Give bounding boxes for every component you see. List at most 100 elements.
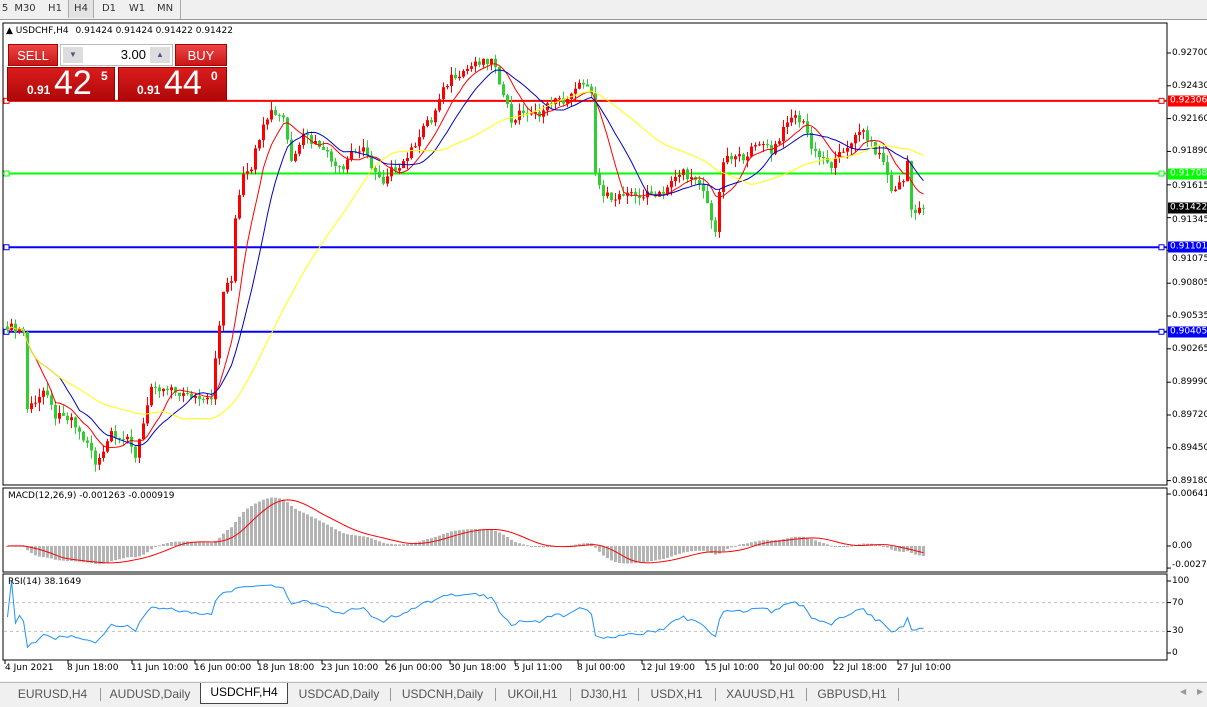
macd-bar bbox=[894, 546, 897, 551]
sell-price-box[interactable]: 0.91 42 5 bbox=[7, 64, 115, 102]
macd-bar bbox=[730, 546, 733, 548]
bearish-candle bbox=[94, 450, 97, 465]
macd-bar bbox=[302, 512, 305, 546]
macd-bar bbox=[610, 546, 613, 561]
bullish-candle bbox=[514, 120, 517, 123]
tab-usdcad-daily[interactable]: USDCAD,Daily bbox=[298, 687, 380, 701]
price-axis-label: 0.91890 bbox=[1172, 146, 1207, 157]
macd-bar bbox=[74, 546, 77, 562]
tab-xauusd-h1[interactable]: XAUUSD,H1 bbox=[726, 687, 795, 701]
bearish-candle bbox=[46, 390, 49, 396]
macd-bar bbox=[530, 546, 533, 547]
macd-bar bbox=[474, 528, 477, 546]
bearish-candle bbox=[590, 86, 593, 94]
macd-bar bbox=[274, 497, 277, 546]
chart-canvas[interactable] bbox=[0, 20, 1207, 682]
macd-bar bbox=[630, 546, 633, 564]
bullish-candle bbox=[294, 153, 297, 161]
lot-size-stepper[interactable]: ▼ 3.00 ▲ bbox=[60, 44, 173, 66]
bearish-candle bbox=[638, 195, 641, 199]
bearish-candle bbox=[342, 166, 345, 170]
timeframe-5[interactable]: 5 bbox=[1, 3, 9, 14]
timeframe-d1[interactable]: D1 bbox=[101, 3, 117, 14]
buy-price-box[interactable]: 0.91 44 0 bbox=[118, 64, 227, 102]
macd-axis-label: 0.006413 bbox=[1172, 489, 1207, 499]
bearish-candle bbox=[186, 393, 189, 395]
timeframe-w1[interactable]: W1 bbox=[128, 3, 146, 14]
macd-label: MACD(12,26,9) -0.001263 -0.000919 bbox=[8, 491, 175, 501]
bullish-candle bbox=[738, 154, 741, 157]
bearish-candle bbox=[478, 61, 481, 65]
macd-bar bbox=[38, 546, 41, 557]
bearish-candle bbox=[822, 157, 825, 159]
bullish-candle bbox=[126, 436, 129, 440]
bullish-candle bbox=[102, 451, 105, 458]
scroll-left-icon[interactable]: ◀ bbox=[1180, 687, 1187, 696]
collapse-triangle-icon[interactable]: ▲ bbox=[6, 26, 13, 36]
timeframe-h1[interactable]: H1 bbox=[48, 3, 62, 14]
macd-bar bbox=[482, 529, 485, 546]
bearish-candle bbox=[594, 93, 597, 173]
scroll-right-icon[interactable]: ▶ bbox=[1197, 687, 1204, 696]
tab-dj30-h1[interactable]: DJ30,H1 bbox=[580, 687, 628, 701]
bullish-candle bbox=[346, 159, 349, 170]
macd-bar bbox=[902, 546, 905, 552]
bullish-candle bbox=[446, 85, 449, 88]
bearish-candle bbox=[890, 174, 893, 192]
macd-bar bbox=[290, 505, 293, 546]
bullish-candle bbox=[414, 146, 417, 148]
macd-bar bbox=[770, 540, 773, 546]
bullish-candle bbox=[58, 413, 61, 419]
bearish-candle bbox=[130, 436, 133, 447]
macd-bar bbox=[234, 521, 237, 546]
chart-window[interactable]: ▲ USDCHF,H4 0.91424 0.91424 0.91422 0.91… bbox=[0, 19, 1207, 681]
macd-bar bbox=[466, 529, 469, 546]
timeframe-m30[interactable]: M30 bbox=[14, 3, 36, 14]
bearish-candle bbox=[26, 332, 29, 410]
time-axis-label: 30 Jun 18:00 bbox=[449, 663, 507, 673]
bearish-candle bbox=[882, 152, 885, 163]
bullish-candle bbox=[838, 152, 841, 158]
sell-button[interactable]: SELL bbox=[8, 44, 58, 66]
timeframe-h4[interactable]: H4 bbox=[68, 0, 94, 18]
macd-bar bbox=[698, 546, 701, 551]
macd-bar bbox=[486, 529, 489, 546]
bullish-candle bbox=[754, 145, 757, 147]
lot-increase-arrow-icon[interactable]: ▲ bbox=[150, 47, 170, 63]
tab-eurusd-h4[interactable]: EURUSD,H4 bbox=[17, 687, 88, 701]
tab-usdcnh-daily[interactable]: USDCNH,Daily bbox=[401, 687, 484, 701]
bearish-candle bbox=[274, 110, 277, 115]
macd-bar bbox=[394, 544, 397, 546]
bullish-candle bbox=[466, 68, 469, 71]
macd-bar bbox=[534, 546, 537, 547]
bullish-candle bbox=[206, 397, 209, 400]
macd-bar bbox=[90, 546, 93, 564]
bearish-candle bbox=[598, 172, 601, 186]
macd-bar bbox=[778, 539, 781, 546]
tab-audusd-daily[interactable]: AUDUSD,Daily bbox=[109, 687, 191, 701]
tab-separator bbox=[806, 688, 807, 701]
tab-usdx-h1[interactable]: USDX,H1 bbox=[650, 687, 703, 701]
bullish-candle bbox=[266, 119, 269, 125]
timeframe-mn[interactable]: MN bbox=[156, 3, 174, 14]
bullish-candle bbox=[726, 155, 729, 163]
lot-decrease-arrow-icon[interactable]: ▼ bbox=[63, 47, 83, 63]
tab-usdchf-h4[interactable]: USDCHF,H4 bbox=[200, 683, 288, 704]
buy-button[interactable]: BUY bbox=[175, 44, 227, 66]
macd-bar bbox=[790, 537, 793, 546]
bearish-candle bbox=[818, 150, 821, 158]
macd-bar bbox=[174, 541, 177, 546]
macd-bar bbox=[634, 546, 637, 564]
rsi-line bbox=[7, 580, 924, 649]
tab-ukoil-h1[interactable]: UKOil,H1 bbox=[507, 687, 558, 701]
tab-separator bbox=[390, 688, 391, 701]
line-anchor-handle bbox=[1158, 328, 1165, 335]
bullish-candle bbox=[902, 181, 905, 183]
lot-size-input[interactable]: 3.00 bbox=[120, 47, 146, 62]
rsi-axis-label: 0 bbox=[1172, 648, 1178, 658]
bearish-candle bbox=[538, 112, 541, 117]
tab-gbpusd-h1[interactable]: GBPUSD,H1 bbox=[817, 687, 887, 701]
level-price-tag: 0.92306 bbox=[1168, 95, 1207, 107]
macd-bar bbox=[70, 546, 73, 562]
bullish-candle bbox=[138, 439, 141, 458]
